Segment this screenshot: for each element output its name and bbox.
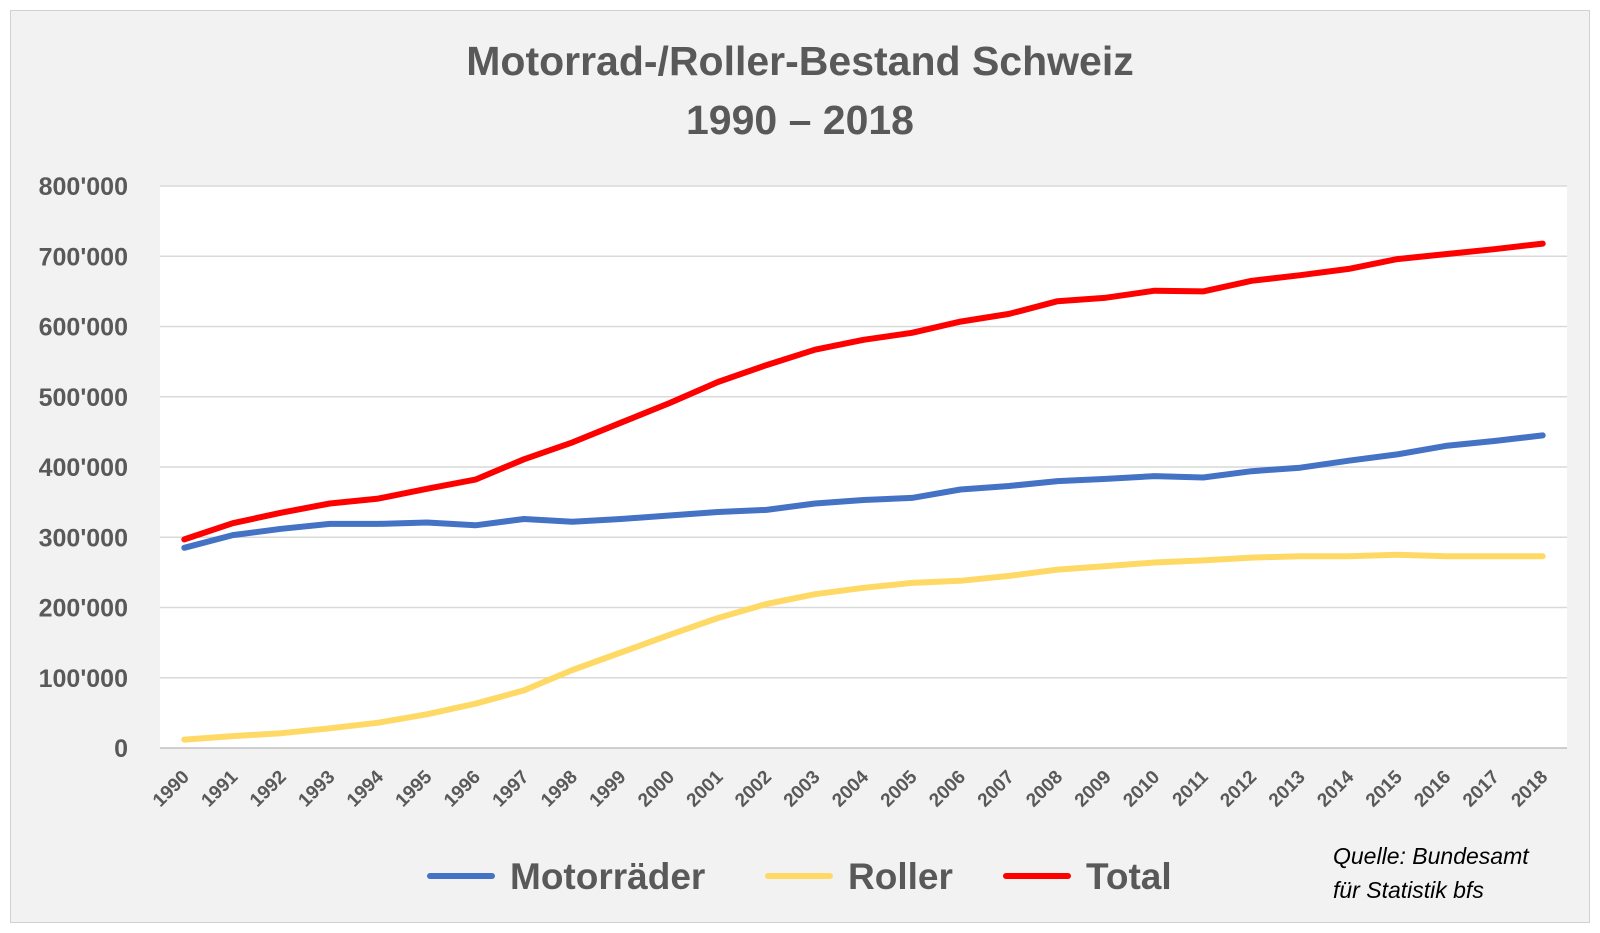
x-tick-label: 2017 — [1459, 767, 1504, 812]
x-tick-label: 2008 — [1022, 767, 1067, 812]
legend-label: Roller — [848, 856, 953, 897]
x-tick-label: 2011 — [1169, 766, 1213, 810]
legend: Motorräder Roller Total — [427, 856, 1172, 897]
x-axis-tick-labels: 1990 1991 1992 1993 1994 1995 1996 1997 1998 1999… — [149, 766, 1552, 811]
legend-label: Motorräder — [510, 856, 705, 897]
x-tick-label: 2004 — [828, 766, 873, 811]
x-tick-label: 2009 — [1071, 767, 1116, 812]
y-tick-label: 100'000 — [39, 665, 128, 693]
y-tick-label: 200'000 — [39, 595, 128, 623]
x-tick-label: 2007 — [974, 767, 1019, 812]
x-tick-label: 1997 — [489, 767, 534, 812]
x-tick-label: 1998 — [537, 767, 582, 812]
chart-title-line-1: Motorrad-/Roller-Bestand Schweiz — [466, 38, 1133, 84]
chart-title-line-2: 1990 – 2018 — [686, 97, 914, 143]
x-tick-label: 2002 — [731, 767, 776, 812]
y-tick-label: 800'000 — [39, 173, 128, 201]
x-tick-label: 1992 — [246, 767, 291, 812]
x-tick-label: 2006 — [925, 767, 970, 812]
x-tick-label: 2001 — [683, 766, 728, 811]
x-tick-label: 2010 — [1119, 767, 1164, 812]
series-line-roller — [181, 551, 1546, 743]
y-axis-tick-labels: 0 100'000 200'000 300'000 400'000 500'000 600'… — [39, 173, 128, 763]
x-tick-label: 1994 — [343, 766, 388, 811]
y-tick-label: 400'000 — [39, 454, 128, 482]
legend-label: Total — [1086, 856, 1172, 897]
source-note-line-2: für Statistik bfs — [1333, 877, 1484, 903]
y-tick-label: 600'000 — [39, 314, 128, 342]
x-tick-label: 2013 — [1265, 767, 1310, 812]
x-tick-label: 2012 — [1216, 767, 1261, 812]
x-tick-label: 2003 — [780, 767, 825, 812]
grid-lines — [160, 185, 1567, 749]
x-tick-label: 1990 — [149, 767, 194, 812]
y-tick-label: 500'000 — [39, 384, 128, 412]
x-tick-label: 2015 — [1362, 766, 1407, 811]
x-tick-label: 1993 — [295, 767, 340, 812]
x-tick-label: 2018 — [1508, 767, 1553, 812]
x-tick-label: 2005 — [877, 766, 922, 811]
series-line-motorr-der — [181, 432, 1546, 551]
source-note-line-1: Quelle: Bundesamt — [1333, 843, 1530, 869]
y-tick-label: 0 — [114, 735, 128, 763]
x-tick-label: 2014 — [1313, 766, 1358, 811]
series-lines — [181, 240, 1546, 743]
x-tick-label: 1991 — [198, 766, 243, 811]
x-tick-label: 2000 — [634, 767, 679, 812]
y-tick-label: 700'000 — [39, 243, 128, 271]
y-tick-label: 300'000 — [39, 524, 128, 552]
x-tick-label: 1996 — [440, 767, 485, 812]
x-tick-label: 1999 — [586, 767, 631, 812]
x-tick-label: 2016 — [1410, 767, 1455, 812]
series-line-total — [181, 240, 1546, 543]
x-tick-label: 1995 — [392, 766, 437, 811]
